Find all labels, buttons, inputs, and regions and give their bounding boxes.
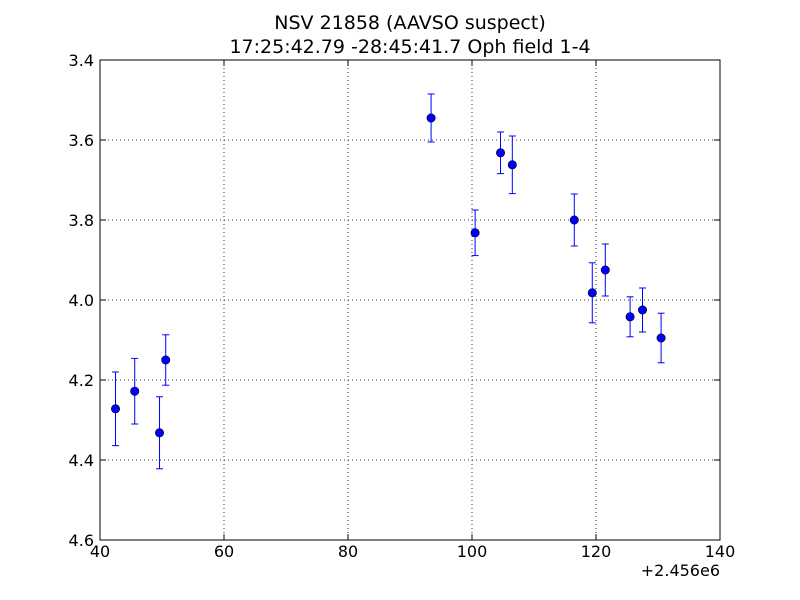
- data-point: [587, 288, 597, 298]
- y-tick-label: 4.0: [69, 291, 94, 310]
- data-point: [637, 305, 647, 315]
- data-point: [507, 160, 517, 170]
- data-point: [111, 404, 121, 414]
- y-tick-label: 4.4: [69, 451, 94, 470]
- data-point: [656, 333, 666, 343]
- data-point: [496, 148, 506, 158]
- x-tick-label: 120: [581, 542, 612, 561]
- chart-subtitle: 17:25:42.79 -28:45:41.7 Oph field 1-4: [229, 36, 591, 58]
- data-point: [569, 215, 579, 225]
- y-tick-label: 3.8: [69, 211, 94, 230]
- chart-title: NSV 21858 (AAVSO suspect): [274, 12, 546, 34]
- data-point: [470, 228, 480, 238]
- x-tick-label: 140: [705, 542, 736, 561]
- grid: [100, 60, 720, 540]
- y-tick-label: 3.6: [69, 131, 94, 150]
- data-point: [426, 113, 436, 123]
- data-point: [130, 386, 140, 396]
- x-tick-label: 100: [457, 542, 488, 561]
- axis-ticks: 40 60 80 100 120 140 3.4 3.6 3.8 4.0 4.2 4.4 4.6: [69, 51, 736, 561]
- x-tick-label: 60: [214, 542, 234, 561]
- data-point: [155, 428, 165, 438]
- x-offset-label: +2.456e6: [641, 561, 720, 580]
- y-tick-label: 3.4: [69, 51, 94, 70]
- data-series: [111, 93, 666, 470]
- y-tick-label: 4.6: [69, 531, 94, 550]
- data-point: [625, 312, 635, 322]
- y-tick-label: 4.2: [69, 371, 94, 390]
- x-tick-label: 40: [90, 542, 110, 561]
- x-tick-label: 80: [338, 542, 358, 561]
- data-point: [600, 265, 610, 275]
- data-point: [161, 355, 171, 365]
